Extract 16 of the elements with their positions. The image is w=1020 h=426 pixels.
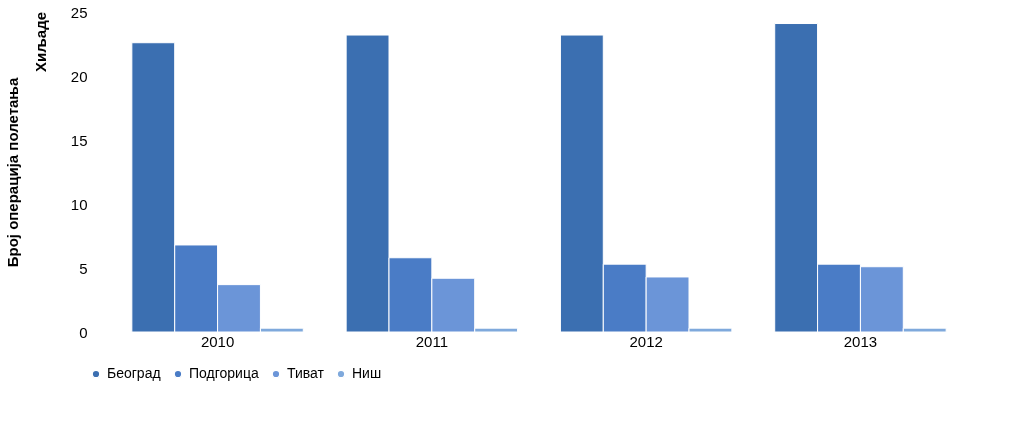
x-tick-label: 2013 [843,332,878,350]
x-tick-label: 2011 [415,332,448,350]
x-tick-label: 2012 [629,332,663,350]
y-tick-label: 5 [79,259,88,277]
y-tick-label: 10 [70,195,88,213]
y-tick-label: 15 [70,131,88,149]
legend-label: Ниш [352,365,382,381]
y-tick-label: 0 [79,323,88,341]
legend-label: Београд [107,365,161,381]
text: Хиљаде [32,12,49,72]
x-tick-label: 2010 [200,332,235,350]
y-axis-title: Број операција полетања [3,77,21,268]
y-tick-label: 20 [70,67,88,85]
legend-label: Тиват [287,365,325,381]
y-tick-label: 25 [70,3,88,21]
legend-label: Подгорица [189,365,259,381]
